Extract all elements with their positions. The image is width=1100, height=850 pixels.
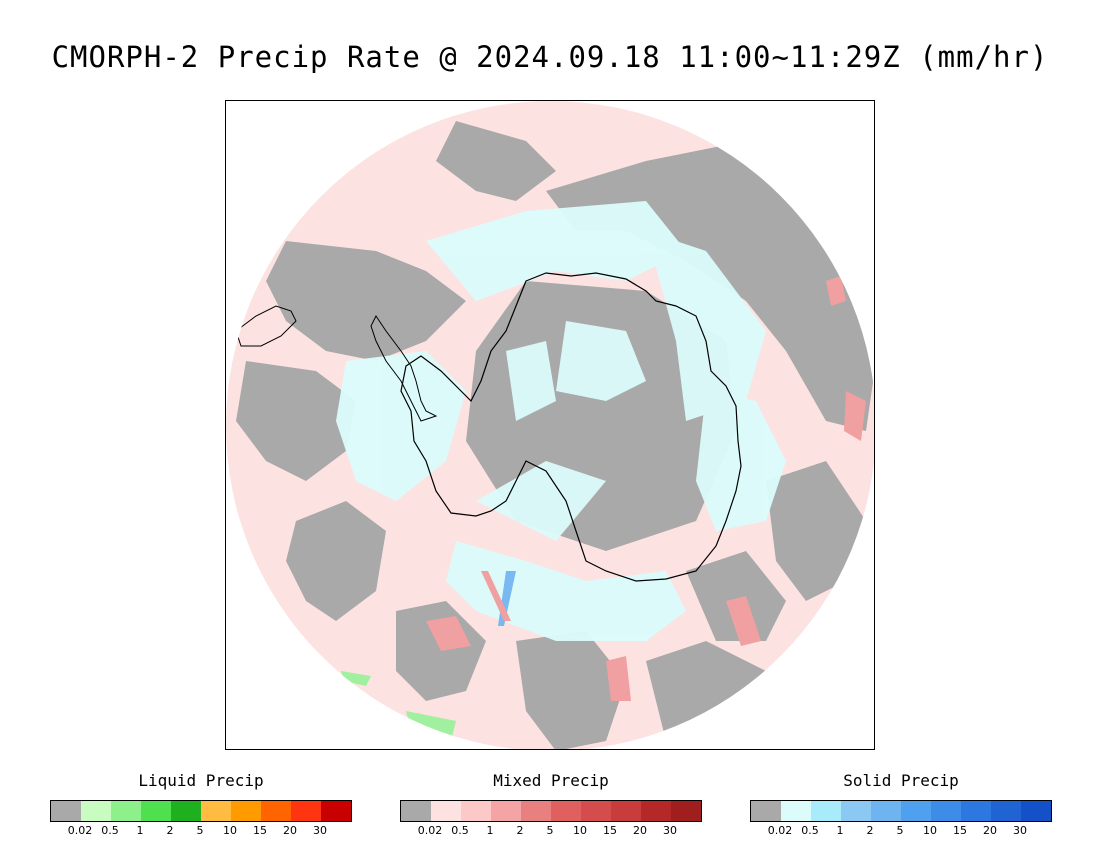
legend-swatch <box>141 801 171 821</box>
south-america-coastline <box>235 305 297 347</box>
legend-tick-label: 2 <box>866 824 874 837</box>
antarctica-coastline <box>400 272 742 582</box>
legend-tick-label: 10 <box>923 824 937 837</box>
legend-swatch <box>431 801 461 821</box>
legend-swatch <box>781 801 811 821</box>
polar-map <box>226 101 874 749</box>
tick-labels: 0.02 0.5 1 2 5 10 15 20 30 <box>400 824 702 840</box>
legend-swatch <box>991 801 1021 821</box>
legend-tick-label: 30 <box>1013 824 1027 837</box>
legend-tick-label: 1 <box>136 824 144 837</box>
legend-swatch <box>171 801 201 821</box>
legend-swatch <box>321 801 351 821</box>
legend-swatch <box>201 801 231 821</box>
legend-swatch <box>611 801 641 821</box>
legend-tick-label: 15 <box>603 824 617 837</box>
legend-swatch <box>671 801 701 821</box>
legend-mixed: Mixed Precip 0.02 0.5 1 2 5 10 15 20 30 <box>400 770 702 840</box>
color-bar <box>50 800 352 822</box>
mixed-precip-streak <box>481 571 511 621</box>
legend-tick-label: 5 <box>896 824 904 837</box>
legend-tick-label: 15 <box>253 824 267 837</box>
legend-tick-label: 30 <box>663 824 677 837</box>
legend-tick-label: 20 <box>983 824 997 837</box>
color-bar <box>750 800 1052 822</box>
legend-title: Solid Precip <box>843 771 959 790</box>
map-disk <box>226 101 874 749</box>
legend-swatch <box>871 801 901 821</box>
mixed-precip-patches <box>426 276 866 701</box>
legend-tick-label: 2 <box>166 824 174 837</box>
legend-swatch <box>81 801 111 821</box>
tick-labels: 0.02 0.5 1 2 5 10 15 20 30 <box>50 824 352 840</box>
legend-solid: Solid Precip 0.02 0.5 1 2 5 10 15 20 30 <box>750 770 1052 840</box>
map-title: CMORPH-2 Precip Rate @ 2024.09.18 11:00~… <box>51 40 1049 74</box>
legend-tick-label: 5 <box>196 824 204 837</box>
legend-swatch <box>261 801 291 821</box>
color-bar <box>400 800 702 822</box>
legend-swatch <box>461 801 491 821</box>
legend-swatch <box>581 801 611 821</box>
legend-tick-label: 5 <box>546 824 554 837</box>
legend-tick-label: 15 <box>953 824 967 837</box>
legend-swatch <box>961 801 991 821</box>
legend-swatch <box>841 801 871 821</box>
legend-tick-label: 2 <box>516 824 524 837</box>
legend-tick-label: 0.5 <box>801 824 819 837</box>
legend-liquid: Liquid Precip 0.02 0.5 1 2 5 10 15 20 30 <box>50 770 352 840</box>
legend-title: Liquid Precip <box>138 771 264 790</box>
tick-labels: 0.02 0.5 1 2 5 10 15 20 30 <box>750 824 1052 840</box>
legend-tick-label: 10 <box>223 824 237 837</box>
legend-tick-label: 10 <box>573 824 587 837</box>
legend-swatch <box>401 801 431 821</box>
legend-tick-label: 20 <box>283 824 297 837</box>
legend-swatch <box>491 801 521 821</box>
legend-swatch <box>641 801 671 821</box>
legend-swatch <box>551 801 581 821</box>
solid-precip-regions <box>336 201 786 641</box>
antarctic-peninsula <box>370 315 438 422</box>
legend-swatch <box>751 801 781 821</box>
legend-swatch <box>51 801 81 821</box>
legend-swatch <box>231 801 261 821</box>
legend-title: Mixed Precip <box>493 771 609 790</box>
legend-tick-label: 0.02 <box>767 824 793 837</box>
legend-tick-label: 1 <box>836 824 844 837</box>
legend-tick-label: 0.5 <box>451 824 469 837</box>
map-frame <box>225 100 875 750</box>
legend-tick-label: 0.02 <box>67 824 93 837</box>
legend-swatch <box>931 801 961 821</box>
legend-swatch <box>291 801 321 821</box>
legend-tick-label: 20 <box>633 824 647 837</box>
legend-tick-label: 30 <box>313 824 327 837</box>
legend-tick-label: 0.02 <box>417 824 443 837</box>
liquid-precip-patch <box>341 671 371 686</box>
legend-swatch <box>1021 801 1051 821</box>
legend-swatch <box>521 801 551 821</box>
legend-tick-label: 1 <box>486 824 494 837</box>
legend-swatch <box>111 801 141 821</box>
legend-swatch <box>811 801 841 821</box>
legend-swatch <box>901 801 931 821</box>
legend-tick-label: 0.5 <box>101 824 119 837</box>
